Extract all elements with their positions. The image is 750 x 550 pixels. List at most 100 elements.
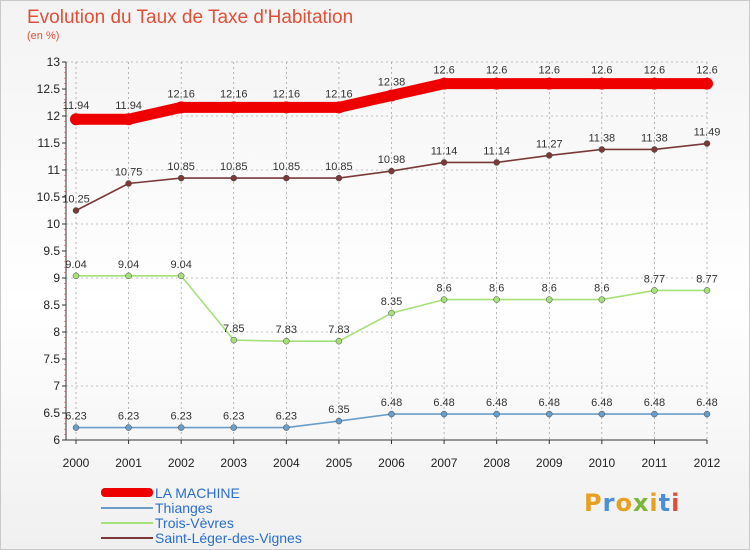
logo-letter: r bbox=[602, 489, 616, 517]
data-point bbox=[122, 113, 135, 126]
data-point bbox=[177, 424, 185, 431]
data-label: 8.77 bbox=[696, 273, 717, 285]
legend-swatch-saint-leger bbox=[101, 536, 153, 539]
data-point bbox=[703, 140, 711, 147]
data-label: 8.6 bbox=[489, 283, 504, 295]
data-point bbox=[595, 77, 608, 90]
data-label: 12.6 bbox=[644, 65, 665, 77]
x-tick-label: 2010 bbox=[588, 456, 615, 470]
data-point bbox=[283, 424, 290, 431]
data-point bbox=[280, 101, 293, 114]
x-tick-label: 2000 bbox=[63, 456, 90, 470]
x-tick-label: 2003 bbox=[220, 456, 247, 470]
logo-letter: o bbox=[615, 489, 633, 517]
data-point bbox=[651, 146, 658, 153]
y-tick-label: 6 bbox=[53, 433, 60, 447]
legend-swatch-thianges bbox=[101, 506, 153, 509]
x-tick-label: 2008 bbox=[483, 456, 510, 470]
data-point bbox=[703, 287, 711, 294]
legend-label: LA MACHINE bbox=[155, 484, 240, 501]
data-point bbox=[230, 174, 237, 182]
legend-label: Saint-Léger-des-Vignes bbox=[155, 529, 302, 546]
logo-letter: i bbox=[671, 489, 681, 517]
x-tick-label: 2001 bbox=[115, 456, 142, 470]
data-label: 12.16 bbox=[273, 88, 301, 100]
data-point bbox=[648, 77, 661, 90]
data-point bbox=[70, 113, 82, 126]
data-point bbox=[72, 207, 80, 214]
data-point bbox=[125, 180, 132, 187]
data-point bbox=[440, 410, 448, 418]
data-point bbox=[651, 287, 658, 294]
data-point bbox=[283, 174, 290, 182]
data-label: 6.23 bbox=[118, 411, 139, 423]
y-tick-label: 10.5 bbox=[37, 190, 61, 204]
y-tick-label: 7 bbox=[53, 379, 60, 393]
data-label: 11.49 bbox=[694, 127, 721, 139]
data-label: 6.23 bbox=[223, 411, 244, 423]
data-point bbox=[177, 174, 185, 182]
data-point bbox=[388, 167, 395, 175]
data-point bbox=[703, 410, 711, 418]
data-label: 6.48 bbox=[591, 397, 612, 409]
data-point bbox=[440, 296, 448, 303]
data-label: 11.27 bbox=[536, 138, 563, 150]
y-tick-label: 8.5 bbox=[43, 298, 60, 312]
x-tick-label: 2012 bbox=[694, 456, 721, 470]
x-tick-label: 2005 bbox=[326, 456, 353, 470]
x-tick-label: 2011 bbox=[642, 456, 668, 470]
data-label: 12.6 bbox=[696, 65, 717, 77]
data-label: 12.6 bbox=[539, 65, 560, 77]
data-point bbox=[72, 272, 80, 280]
data-label: 7.83 bbox=[328, 324, 349, 336]
data-label: 6.23 bbox=[276, 411, 297, 423]
data-point bbox=[701, 77, 713, 90]
data-label: 10.85 bbox=[273, 161, 301, 173]
data-point bbox=[546, 152, 553, 159]
y-tick-label: 8 bbox=[53, 325, 60, 339]
data-point bbox=[177, 272, 185, 280]
x-tick-label: 2002 bbox=[168, 456, 195, 470]
y-tick-label: 10 bbox=[47, 217, 61, 231]
data-label: 10.75 bbox=[115, 167, 143, 179]
data-label: 12.16 bbox=[167, 88, 195, 100]
data-label: 9.04 bbox=[170, 259, 191, 271]
data-label: 8.6 bbox=[594, 283, 609, 295]
data-label: 7.85 bbox=[223, 323, 244, 335]
legend-swatch-trois-vevres bbox=[101, 521, 153, 524]
data-label: 8.35 bbox=[381, 296, 402, 308]
legend-item-trois-vevres: Trois-Vèvres bbox=[101, 515, 302, 531]
y-tick-label: 6.5 bbox=[43, 406, 60, 420]
data-point bbox=[385, 89, 398, 102]
y-tick-label: 13 bbox=[47, 55, 61, 69]
chart-legend: LA MACHINE Thianges Trois-Vèvres Saint-L… bbox=[101, 484, 302, 546]
data-label: 12.38 bbox=[378, 76, 406, 88]
data-point bbox=[125, 272, 132, 280]
logo-letter: t bbox=[658, 489, 672, 517]
data-label: 6.48 bbox=[433, 397, 454, 409]
data-point bbox=[335, 174, 343, 182]
data-label: 11.14 bbox=[483, 145, 510, 157]
data-label: 6.48 bbox=[644, 397, 665, 409]
x-tick-label: 2007 bbox=[431, 456, 458, 470]
legend-item-la-machine: LA MACHINE bbox=[101, 484, 302, 501]
proxiti-logo: Proxiti bbox=[584, 489, 680, 517]
data-label: 10.98 bbox=[378, 154, 406, 166]
data-point bbox=[651, 410, 658, 418]
legend-swatch-la-machine bbox=[101, 488, 153, 497]
y-tick-label: 7.5 bbox=[43, 352, 60, 366]
data-label: 12.6 bbox=[433, 65, 454, 77]
data-label: 11.94 bbox=[115, 100, 142, 112]
y-tick-label: 9 bbox=[53, 271, 60, 285]
x-tick-label: 2004 bbox=[273, 456, 300, 470]
data-label: 10.85 bbox=[325, 161, 353, 173]
data-point bbox=[490, 77, 503, 90]
data-label: 6.48 bbox=[486, 397, 507, 409]
x-tick-label: 2006 bbox=[378, 456, 405, 470]
data-label: 9.04 bbox=[118, 259, 139, 271]
data-point bbox=[227, 101, 240, 114]
line-chart: 6 6.5 7 7.5 8 8.5 9 9.5 10 10.5 11 11.5 12 12.5 13 2000… bbox=[37, 55, 721, 470]
data-point bbox=[546, 410, 553, 418]
y-tick-label: 12.5 bbox=[37, 82, 61, 96]
logo-letter: P bbox=[584, 489, 603, 517]
